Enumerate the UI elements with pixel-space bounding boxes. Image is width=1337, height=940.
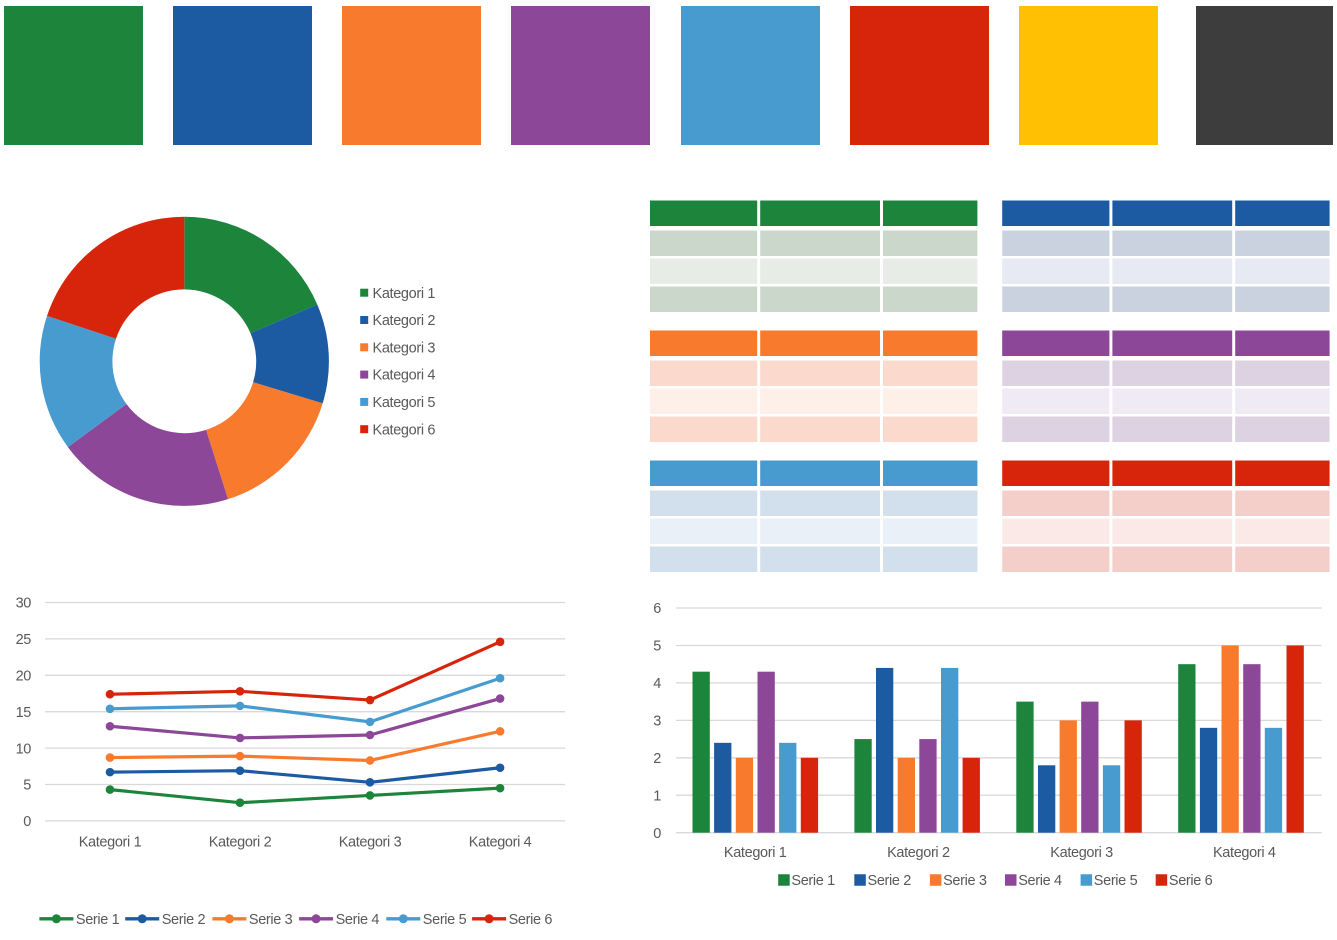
svg-text:Kategori 6: Kategori 6 [373,422,436,438]
svg-text:Serie 3: Serie 3 [249,912,293,928]
svg-text:Serie 1: Serie 1 [76,912,120,928]
svg-text:3: 3 [653,714,661,730]
svg-text:Kategori 4: Kategori 4 [373,368,436,384]
svg-text:Kategori 3: Kategori 3 [373,340,436,356]
svg-text:5: 5 [23,778,31,794]
svg-text:Kategori 1: Kategori 1 [79,835,142,851]
svg-text:Kategori 3: Kategori 3 [1050,845,1113,861]
svg-text:Serie 5: Serie 5 [1094,873,1138,889]
svg-text:Serie 3: Serie 3 [943,873,987,889]
svg-text:Serie 1: Serie 1 [791,873,835,889]
svg-text:30: 30 [16,596,32,612]
svg-text:Kategori 4: Kategori 4 [469,835,532,851]
svg-text:0: 0 [23,814,31,830]
svg-text:Kategori 1: Kategori 1 [373,286,436,302]
svg-text:15: 15 [16,705,32,721]
svg-text:2: 2 [653,751,661,767]
svg-text:Kategori 2: Kategori 2 [887,845,950,861]
svg-text:Serie 4: Serie 4 [336,912,380,928]
svg-text:Kategori 4: Kategori 4 [1213,845,1276,861]
svg-text:1: 1 [653,789,661,805]
svg-text:0: 0 [653,826,661,842]
svg-text:Serie 2: Serie 2 [162,912,206,928]
svg-text:6: 6 [653,601,661,617]
svg-text:Kategori 3: Kategori 3 [339,835,402,851]
svg-text:25: 25 [16,632,32,648]
svg-text:Serie 6: Serie 6 [509,912,553,928]
svg-text:4: 4 [653,676,661,692]
svg-text:5: 5 [653,639,661,655]
svg-text:Serie 2: Serie 2 [868,873,912,889]
svg-text:Serie 6: Serie 6 [1169,873,1213,889]
svg-text:Kategori 2: Kategori 2 [373,313,436,329]
svg-text:20: 20 [16,669,32,685]
svg-text:Kategori 2: Kategori 2 [209,835,272,851]
svg-text:Kategori 1: Kategori 1 [724,845,787,861]
svg-text:Kategori 5: Kategori 5 [373,395,436,411]
svg-text:Serie 5: Serie 5 [423,912,467,928]
svg-text:Serie 4: Serie 4 [1018,873,1062,889]
svg-text:10: 10 [16,741,32,757]
